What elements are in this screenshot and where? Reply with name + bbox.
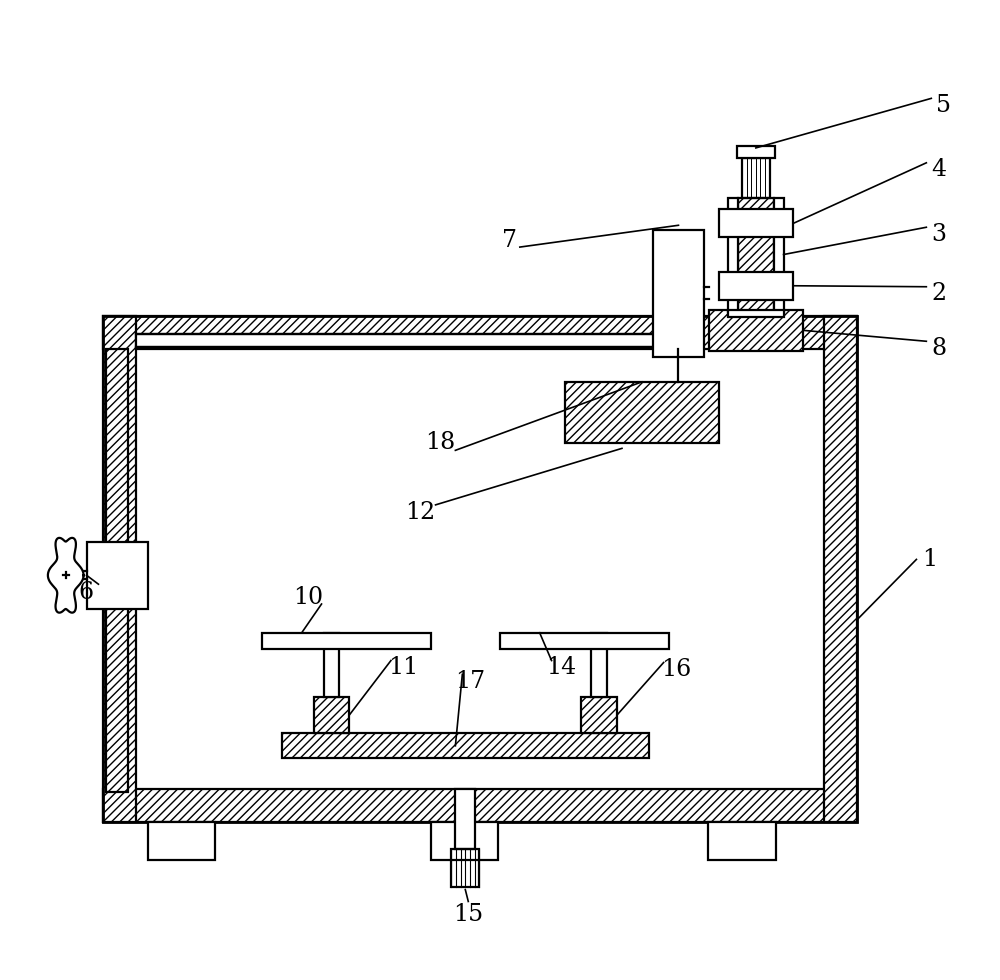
Text: 17: 17 (455, 670, 485, 693)
Text: 7: 7 (502, 228, 517, 252)
Text: 18: 18 (425, 431, 456, 454)
Bar (591, 633, 607, 697)
Bar (314, 697, 349, 733)
Bar (500, 633, 669, 649)
Text: 3: 3 (932, 222, 947, 246)
Text: 16: 16 (661, 658, 692, 681)
Bar (824, 317, 857, 822)
Bar (148, 822, 215, 859)
Bar (581, 697, 617, 733)
Bar (565, 382, 719, 443)
Bar (103, 317, 857, 822)
Bar (282, 733, 649, 758)
Bar (774, 198, 784, 312)
Text: 6: 6 (78, 580, 93, 604)
Text: 2: 2 (932, 282, 947, 305)
Text: 4: 4 (932, 158, 947, 181)
Text: 5: 5 (936, 94, 951, 117)
Bar (708, 822, 776, 859)
Bar (136, 334, 693, 347)
Bar (709, 310, 803, 351)
Text: 1: 1 (922, 548, 937, 571)
Text: 11: 11 (388, 656, 418, 679)
Bar (738, 198, 774, 312)
Bar (431, 822, 498, 859)
Bar (103, 790, 857, 822)
Bar (719, 210, 793, 237)
Bar (87, 542, 148, 609)
Text: 14: 14 (546, 656, 577, 679)
Bar (103, 317, 136, 822)
Bar (728, 310, 784, 318)
Bar (737, 146, 775, 158)
Bar (106, 349, 128, 793)
Bar (103, 317, 857, 349)
Text: 12: 12 (406, 502, 436, 524)
Text: 10: 10 (294, 586, 324, 609)
Bar (451, 849, 479, 887)
Text: 8: 8 (932, 337, 947, 360)
Bar (742, 158, 770, 198)
Bar (728, 198, 738, 312)
Text: 15: 15 (453, 903, 483, 926)
Bar (455, 790, 475, 849)
Bar (653, 230, 704, 357)
Bar (262, 633, 431, 649)
Bar (719, 271, 793, 300)
Bar (324, 633, 339, 697)
